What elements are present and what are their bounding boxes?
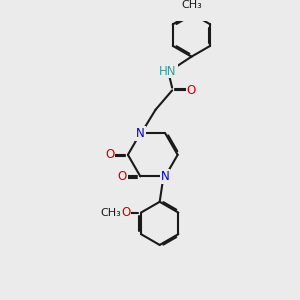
Text: O: O [121, 206, 130, 219]
Text: N: N [136, 127, 145, 140]
Text: N: N [161, 170, 170, 183]
Text: CH₃: CH₃ [181, 0, 202, 10]
Text: O: O [118, 170, 127, 183]
Text: O: O [187, 84, 196, 97]
Text: CH₃: CH₃ [100, 208, 121, 218]
Text: O: O [105, 148, 115, 161]
Text: HN: HN [159, 64, 177, 77]
